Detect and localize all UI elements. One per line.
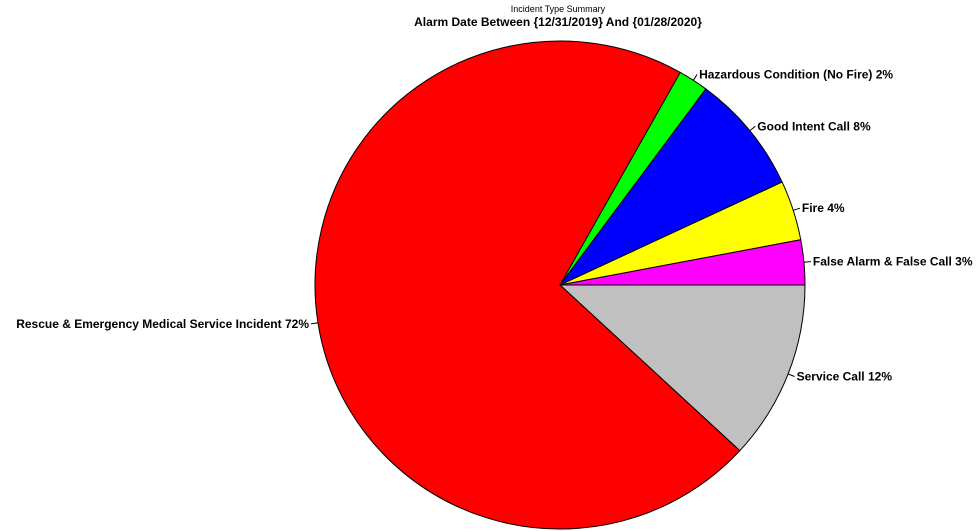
leader-line-5 [803,261,811,263]
pie-slices [314,40,806,530]
pie-slice-0 [558,284,806,452]
slice-label-4: Fire 4% [802,201,845,215]
leader-line-0 [787,373,795,377]
leader-line-3 [749,125,756,132]
leader-line-1 [310,322,319,325]
slice-label-0: Service Call 12% [797,370,893,384]
slice-label-3: Good Intent Call 8% [757,119,871,133]
leader-line-4 [793,207,801,211]
chart-title: Incident Type Summary [511,4,606,14]
slice-label-2: Hazardous Condition (No Fire) 2% [699,67,893,81]
slice-label-5: False Alarm & False Call 3% [813,255,973,269]
slice-label-1: Rescue & Emergency Medical Service Incid… [16,317,309,331]
leader-line-2 [692,74,698,81]
chart-subtitle: Alarm Date Between {12/31/2019} And {01/… [414,15,702,29]
pie-slice-1 [314,40,741,530]
slice-labels: Service Call 12% Rescue & Emergency Medic… [16,67,973,383]
